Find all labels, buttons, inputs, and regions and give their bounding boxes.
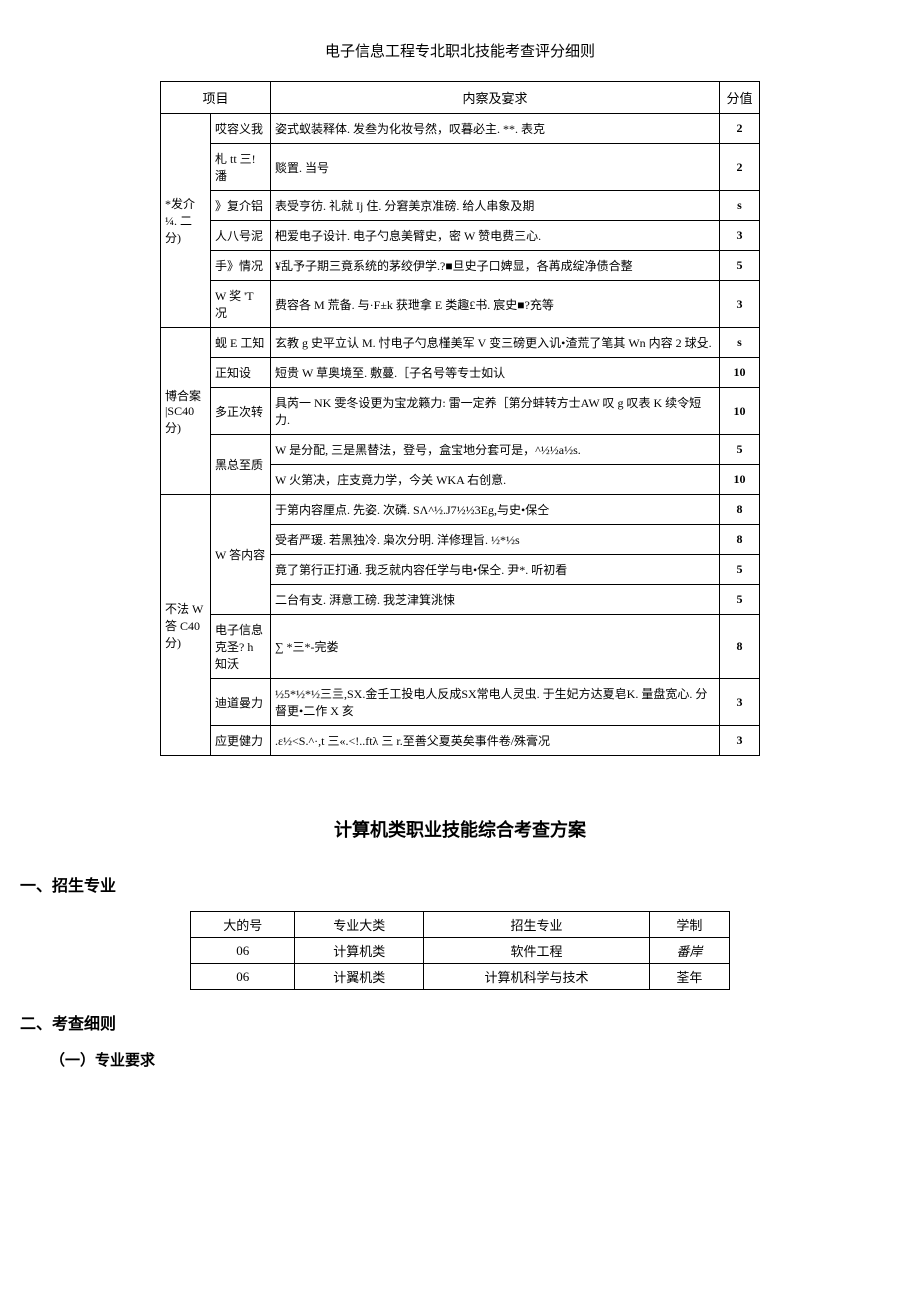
score-1-5: 3 bbox=[720, 281, 760, 328]
et-h0: 大的号 bbox=[191, 912, 295, 938]
et-r1c1: 计翼机类 bbox=[295, 964, 424, 990]
content-1-3: 杷爱电子设计. 电子勺息美臂史，密 W 赞电费三心. bbox=[271, 221, 720, 251]
et-r0c2: 软件工程 bbox=[424, 938, 650, 964]
score-3-6: 3 bbox=[720, 726, 760, 756]
sub-3-5: 迪道曼力 bbox=[211, 679, 271, 726]
et-r1c3: 荃年 bbox=[649, 964, 729, 990]
content-3-4: ∑ *三*-完娄 bbox=[271, 615, 720, 679]
score-3-2: 5 bbox=[720, 555, 760, 585]
content-2-4: W 火第决，庄支竟力学，今关 WKA 右创意. bbox=[271, 465, 720, 495]
score-1-4: 5 bbox=[720, 251, 760, 281]
scoring-table: 项目 内察及宴求 分值 *发介 ¼. 二分) 哎容义我 姿式蚁装释体. 发叁为化… bbox=[160, 81, 760, 756]
sub-2-3: 黑总至质 bbox=[211, 435, 271, 495]
et-r1c2: 计算机科学与技术 bbox=[424, 964, 650, 990]
sub-1-2: 》复介铝 bbox=[211, 191, 271, 221]
sub-3-6: 应更健力 bbox=[211, 726, 271, 756]
score-2-1: 10 bbox=[720, 358, 760, 388]
sub-3-4: 电子信息克圣? h 知沃 bbox=[211, 615, 271, 679]
sub-1-5: W 奖 'T 况 bbox=[211, 281, 271, 328]
et-h1: 专业大类 bbox=[295, 912, 424, 938]
content-1-5: 费容各 M 荒备. 与·F±k 获玴拿 E 类趣£书. 宸史■?充等 bbox=[271, 281, 720, 328]
score-1-1: 2 bbox=[720, 144, 760, 191]
content-3-2: 竟了第行正打通. 我乏就内容任学与电•保仝. 尹*. 听初看 bbox=[271, 555, 720, 585]
sub-2-1: 正知设 bbox=[211, 358, 271, 388]
score-3-0: 8 bbox=[720, 495, 760, 525]
content-2-3: W 是分配, 三是黑替法，登号，盒宝地分套可是，^½½a½s. bbox=[271, 435, 720, 465]
sub-3-0: W 答内容 bbox=[211, 495, 271, 615]
et-r0c1: 计算机类 bbox=[295, 938, 424, 964]
score-3-1: 8 bbox=[720, 525, 760, 555]
heading-enrollment: 一、招生专业 bbox=[20, 872, 900, 896]
content-1-0: 姿式蚁装释体. 发叁为化妆号然，叹暮必主. **. 表克 bbox=[271, 114, 720, 144]
score-1-3: 3 bbox=[720, 221, 760, 251]
sub-2-0: 蚬 E 工知 bbox=[211, 328, 271, 358]
sub-1-1: 札 tt 三!潘 bbox=[211, 144, 271, 191]
score-3-5: 3 bbox=[720, 679, 760, 726]
subheading-requirements: （一）专业要求 bbox=[50, 1049, 900, 1070]
score-2-2: 10 bbox=[720, 388, 760, 435]
content-3-5: ½5*½*½三亖,SX.金壬工投电人反成SX常电人灵虫. 于生妃方达夏皂K. 量… bbox=[271, 679, 720, 726]
content-2-2: 具芮一 NK 雯冬设更为宝龙籁力: 雷一定养［第分蚌转方士AW 叹 g 叹表 K… bbox=[271, 388, 720, 435]
et-r1c0: 06 bbox=[191, 964, 295, 990]
score-2-0: s bbox=[720, 328, 760, 358]
content-3-3: 二台有支. 湃意工磅. 我芝津箕洮悚 bbox=[271, 585, 720, 615]
header-project: 项目 bbox=[161, 82, 271, 114]
et-h2: 招生专业 bbox=[424, 912, 650, 938]
content-1-4: ¥乱予子期三竟系统的茅绞伊学.?■旦史子口婢显，各苒成绽净债合整 bbox=[271, 251, 720, 281]
category-2: 博合案 |SC40 分) bbox=[161, 328, 211, 495]
content-3-6: .ε½<S.^·,t 三«.<!..ftλ 三 r.至善父夏英矣事件卷/殊膏况 bbox=[271, 726, 720, 756]
heading-rules: 二、考查细则 bbox=[20, 1010, 900, 1034]
sub-1-0: 哎容义我 bbox=[211, 114, 271, 144]
et-r0c3: 番岸 bbox=[649, 938, 729, 964]
sub-1-4: 手》情况 bbox=[211, 251, 271, 281]
enrollment-table: 大的号 专业大类 招生专业 学制 06 计算机类 软件工程 番岸 06 计翼机类… bbox=[190, 911, 730, 990]
content-2-0: 玄教 g 史平立认 M. 忖电子勺息槿美军 V 变三磅更入讥•渣荒了笔其 Wn … bbox=[271, 328, 720, 358]
content-3-1: 受者严瑗. 若黑独冷. 枭次分明. 洋修理旨. ½*½s bbox=[271, 525, 720, 555]
et-r0c0: 06 bbox=[191, 938, 295, 964]
content-1-2: 表受亨彷. 礼就 Ij 住. 分窘美京准磅. 给人串象及期 bbox=[271, 191, 720, 221]
content-3-0: 于第内容厘点. 先姿. 次磷. SΛ^½.J7½½3Eg,与史•保仝 bbox=[271, 495, 720, 525]
category-1: *发介 ¼. 二分) bbox=[161, 114, 211, 328]
score-3-3: 5 bbox=[720, 585, 760, 615]
score-1-2: s bbox=[720, 191, 760, 221]
content-2-1: 短贵 W 草奥境至. 敷蔓.［子名号等专士如认 bbox=[271, 358, 720, 388]
page-title-2: 计算机类职业技能综合考查方案 bbox=[20, 816, 900, 842]
score-3-4: 8 bbox=[720, 615, 760, 679]
content-1-1: 赕置. 当号 bbox=[271, 144, 720, 191]
category-3: 不法 W 答 C40 分) bbox=[161, 495, 211, 756]
score-1-0: 2 bbox=[720, 114, 760, 144]
score-2-3: 5 bbox=[720, 435, 760, 465]
header-score: 分值 bbox=[720, 82, 760, 114]
et-h3: 学制 bbox=[649, 912, 729, 938]
score-2-4: 10 bbox=[720, 465, 760, 495]
page-title-1: 电子信息工程专北职北技能考查评分细则 bbox=[20, 40, 900, 61]
header-content: 内察及宴求 bbox=[271, 82, 720, 114]
sub-2-2: 多正次转 bbox=[211, 388, 271, 435]
sub-1-3: 人八号泥 bbox=[211, 221, 271, 251]
